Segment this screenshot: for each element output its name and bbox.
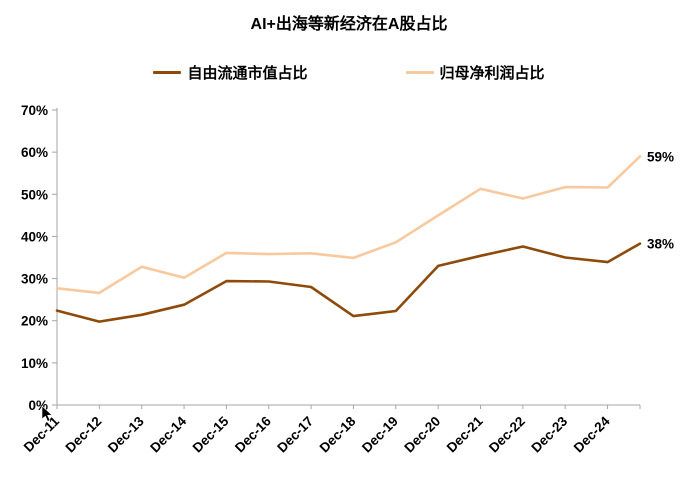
x-tick-label: Dec-17 — [274, 414, 316, 456]
y-tick-label: 50% — [21, 187, 48, 202]
x-tick-label: Dec-18 — [317, 413, 359, 455]
legend-item-net-profit: 归母净利润占比 — [405, 62, 545, 83]
y-tick-label: 40% — [21, 229, 48, 244]
legend-swatch-net-profit — [405, 71, 434, 74]
series-line-free-float-mcap-share — [55, 242, 642, 323]
x-tick-label: Dec-24 — [571, 413, 613, 455]
series-line-net-profit-share — [55, 155, 642, 295]
y-tick-label: 20% — [21, 314, 48, 329]
y-tick-label: 30% — [21, 272, 48, 287]
x-tick-label: Dec-23 — [528, 413, 570, 455]
end-data-label-net-profit-share: 59% — [647, 149, 674, 164]
legend-swatch-free-float — [153, 71, 182, 74]
x-tick-label: Dec-12 — [63, 414, 105, 456]
y-tick-label: 60% — [21, 145, 48, 160]
x-tick-label: Dec-21 — [444, 413, 486, 455]
chart-title: AI+出海等新经济在A股占比 — [250, 16, 448, 33]
x-tick-label: Dec-13 — [105, 413, 147, 455]
end-data-label-free-float-mcap-share: 38% — [647, 237, 674, 252]
x-tick-label: Dec-22 — [486, 414, 528, 456]
legend: 自由流通市值占比 归母净利润占比 — [0, 62, 698, 83]
x-tick-label: Dec-20 — [401, 414, 443, 456]
legend-item-free-float: 自由流通市值占比 — [153, 62, 308, 83]
x-tick-label: Dec-16 — [232, 413, 274, 455]
y-tick-label: 70% — [21, 103, 48, 118]
mouse-cursor-icon — [41, 406, 53, 422]
x-tick-label: Dec-14 — [147, 413, 189, 455]
legend-label-net-profit: 归母净利润占比 — [439, 65, 545, 82]
x-tick-label: Dec-19 — [359, 414, 401, 456]
x-tick-label: Dec-15 — [190, 413, 232, 455]
legend-label-free-float: 自由流通市值占比 — [187, 65, 308, 82]
y-tick-label: 10% — [21, 356, 48, 371]
